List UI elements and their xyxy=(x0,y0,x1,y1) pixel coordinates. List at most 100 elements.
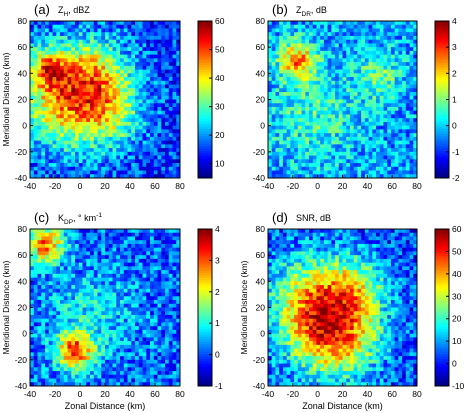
heatmap-cell xyxy=(30,300,35,305)
heatmap-cell xyxy=(78,47,83,52)
heatmap-cell xyxy=(71,270,76,275)
heatmap-cell xyxy=(271,129,276,134)
heatmap-cell xyxy=(131,322,136,327)
heatmap-cell xyxy=(56,43,61,48)
heatmap-cell xyxy=(157,35,162,41)
heatmap-cell xyxy=(368,174,373,179)
heatmap-cell xyxy=(331,28,336,33)
colorbar-segment xyxy=(435,124,449,127)
colorbar-segment xyxy=(435,126,449,130)
heatmap-cell xyxy=(146,121,151,127)
heatmap-cell xyxy=(48,151,53,156)
heatmap-cell xyxy=(316,103,321,108)
heatmap-cell xyxy=(168,84,173,89)
heatmap-cell xyxy=(63,266,68,271)
heatmap-cell xyxy=(71,69,76,74)
heatmap-cell xyxy=(37,229,42,234)
heatmap-cell xyxy=(357,103,362,108)
heatmap-cell xyxy=(37,270,42,275)
heatmap-cell xyxy=(353,69,358,74)
heatmap-cell xyxy=(52,32,57,37)
heatmap-cell xyxy=(112,314,117,320)
heatmap-cell xyxy=(101,125,106,130)
heatmap-cell xyxy=(41,21,46,26)
heatmap-cell xyxy=(67,166,72,171)
heatmap-cell xyxy=(48,121,53,127)
heatmap-cell xyxy=(372,166,377,171)
heatmap-cell xyxy=(290,84,295,89)
heatmap-cell xyxy=(353,129,358,134)
heatmap-cell xyxy=(56,266,61,271)
heatmap-cell xyxy=(161,348,166,353)
colorbar-segment xyxy=(198,175,212,179)
heatmap-cell xyxy=(308,159,314,164)
heatmap-cell xyxy=(165,292,170,297)
heatmap-cell xyxy=(127,326,132,331)
heatmap-cell xyxy=(409,99,414,104)
colorbar-segment xyxy=(198,99,212,103)
heatmap-cell xyxy=(413,24,418,29)
heatmap-cell xyxy=(52,337,57,342)
heatmap-cell xyxy=(101,28,106,33)
heatmap-cell xyxy=(48,247,53,252)
heatmap-cell xyxy=(30,129,35,134)
heatmap-cell xyxy=(48,314,53,320)
heatmap-cell xyxy=(323,148,329,153)
heatmap-cell xyxy=(282,151,288,156)
heatmap-cell xyxy=(150,300,155,305)
heatmap-cell xyxy=(364,118,369,123)
heatmap-cell xyxy=(349,69,355,74)
heatmap-cell xyxy=(338,151,343,156)
heatmap-cell xyxy=(353,95,358,100)
heatmap-cell xyxy=(93,232,98,237)
heatmap-cell xyxy=(146,95,151,100)
heatmap-cell xyxy=(67,348,72,353)
heatmap-cell xyxy=(294,28,299,33)
heatmap-cell xyxy=(116,129,121,134)
heatmap-cell xyxy=(138,32,143,37)
heatmap-cell xyxy=(413,133,418,138)
heatmap-cell xyxy=(150,247,155,252)
heatmap-cell xyxy=(275,43,280,48)
heatmap-cell xyxy=(93,337,98,342)
heatmap-cell xyxy=(56,303,61,308)
heatmap-cell xyxy=(275,65,280,70)
heatmap-cell xyxy=(153,258,158,264)
heatmap-cell xyxy=(338,159,343,164)
heatmap-cell xyxy=(335,129,340,134)
heatmap-cell xyxy=(357,88,362,93)
heatmap-cell xyxy=(37,258,42,264)
heatmap-cell xyxy=(402,136,407,142)
heatmap-cell xyxy=(108,292,113,297)
heatmap-cell xyxy=(290,99,295,104)
heatmap-cell xyxy=(135,151,140,156)
colorbar-tick-label: -1 xyxy=(452,147,460,157)
heatmap-cell xyxy=(150,296,155,301)
heatmap-cell xyxy=(131,24,136,29)
heatmap-cell xyxy=(138,170,143,175)
heatmap-cell xyxy=(153,62,158,67)
heatmap-cell xyxy=(131,240,136,245)
heatmap-cell xyxy=(48,125,53,130)
heatmap-cell xyxy=(361,77,366,82)
heatmap-cell xyxy=(135,62,140,67)
heatmap-cell xyxy=(161,99,166,104)
heatmap-cell xyxy=(275,136,280,142)
heatmap-cell xyxy=(82,50,87,56)
heatmap-cell xyxy=(331,103,336,108)
heatmap-cell xyxy=(297,62,302,67)
heatmap-cell xyxy=(41,296,46,301)
heatmap-cell xyxy=(78,159,83,164)
heatmap-cell xyxy=(361,47,366,52)
heatmap-cell xyxy=(93,166,98,171)
heatmap-cell xyxy=(56,296,61,301)
heatmap-cell xyxy=(157,288,162,293)
heatmap-cell xyxy=(90,341,95,346)
heatmap-cell xyxy=(86,99,91,104)
heatmap-cell xyxy=(297,136,302,142)
heatmap-cell xyxy=(150,32,155,37)
heatmap-cell xyxy=(372,99,377,104)
heatmap-cell xyxy=(120,281,125,286)
heatmap-cell xyxy=(135,106,140,112)
heatmap-cell xyxy=(297,58,302,63)
